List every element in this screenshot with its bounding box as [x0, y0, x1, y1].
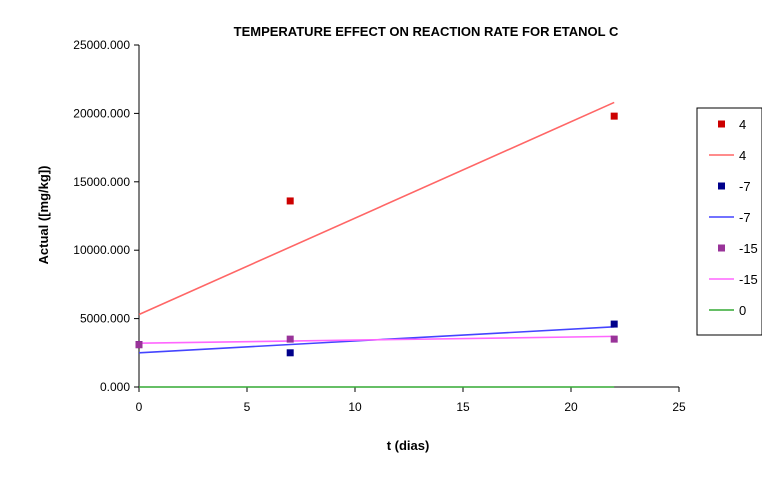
- data-point-series-4: [135, 341, 143, 349]
- trend-line-series-5: [138, 335, 615, 345]
- data-point-series-4: [286, 335, 294, 343]
- x-tick-label: 10: [348, 400, 362, 414]
- x-tick-label: 20: [564, 400, 578, 414]
- x-tick-label: 15: [456, 400, 470, 414]
- y-tick-label: 10000.000: [73, 243, 130, 257]
- data-point-series-0: [286, 197, 294, 205]
- legend-frame: [696, 107, 762, 336]
- legend-entry-label: -15: [739, 241, 758, 256]
- data-point-series-4: [610, 335, 618, 343]
- data-point-series-0: [610, 112, 618, 120]
- x-tick-label: 0: [136, 400, 143, 414]
- legend-marker: [718, 120, 725, 128]
- legend-entry-label: -7: [739, 210, 751, 225]
- x-tick-label: 5: [244, 400, 251, 414]
- y-axis-label: Actual ([mg/kg]): [36, 166, 51, 265]
- y-tick-label: 25000.000: [73, 38, 130, 52]
- plot-area: 0.000 5000.000 10000.000 15000.000 20000.000…: [73, 38, 686, 414]
- x-axis-label: t (dias): [387, 438, 430, 453]
- legend-entry-label: -15: [739, 272, 758, 287]
- legend-entry-label: 4: [739, 148, 746, 163]
- y-tick-label: 0.000: [100, 380, 130, 394]
- x-tick-label: 25: [672, 400, 686, 414]
- y-tick-label: 15000.000: [73, 175, 130, 189]
- legend: 4 4 -7 -7 -15 -15 0: [696, 107, 762, 336]
- legend-marker: [718, 244, 725, 252]
- y-tick-label: 5000.000: [80, 312, 130, 326]
- legend-entry-label: 0: [739, 303, 746, 318]
- data-point-series-2: [286, 349, 294, 357]
- trend-line-series-1: [138, 101, 615, 316]
- data-point-series-2: [610, 320, 618, 328]
- legend-entry-label: -7: [739, 179, 751, 194]
- legend-entry-label: 4: [739, 117, 746, 132]
- chart-title: TEMPERATURE EFFECT ON REACTION RATE FOR …: [234, 24, 619, 39]
- legend-marker: [718, 182, 725, 190]
- y-tick-label: 20000.000: [73, 106, 130, 120]
